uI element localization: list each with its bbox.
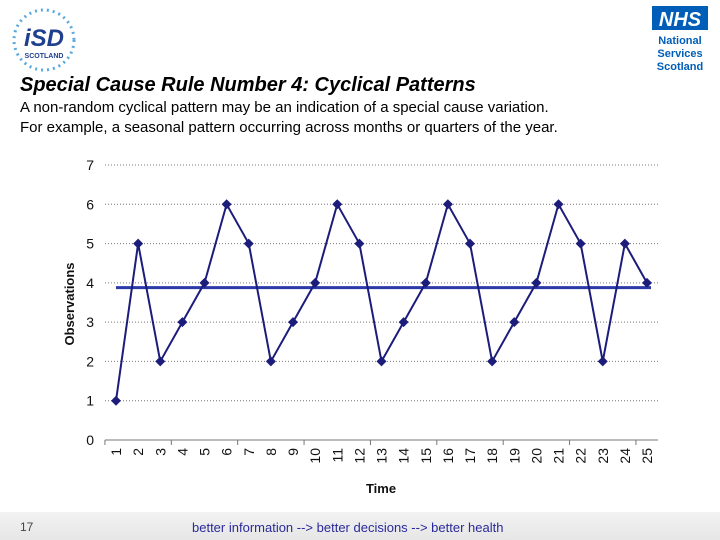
- y-tick-label: 0: [86, 432, 94, 448]
- nhs-logo: NHS National Services Scotland: [652, 6, 708, 73]
- x-tick-label: 22: [573, 448, 589, 464]
- slide-title: Special Cause Rule Number 4: Cyclical Pa…: [20, 74, 476, 96]
- data-point: [155, 356, 166, 367]
- x-tick-label: 11: [329, 448, 345, 463]
- y-tick-label: 2: [86, 353, 94, 369]
- x-tick-label: 19: [506, 448, 522, 464]
- y-tick-label: 7: [86, 157, 94, 173]
- x-tick-label: 8: [263, 448, 279, 456]
- isd-logo-sub: SCOTLAND: [25, 53, 64, 60]
- data-point: [531, 277, 542, 288]
- data-point: [465, 238, 475, 249]
- y-tick-label: 3: [86, 314, 94, 330]
- x-tick-label: 12: [351, 448, 367, 464]
- data-point: [265, 356, 276, 367]
- y-tick-label: 4: [86, 275, 94, 291]
- data-point: [354, 238, 365, 249]
- x-tick-label: 13: [374, 448, 390, 464]
- x-tick-label: 3: [152, 448, 168, 456]
- footer-tagline: better information --> better decisions …: [192, 520, 504, 535]
- data-point: [288, 317, 298, 328]
- nhs-logo-sub-1: National: [658, 35, 701, 47]
- x-tick-label: 6: [219, 448, 235, 456]
- data-point: [177, 317, 188, 328]
- data-point: [619, 238, 630, 249]
- nhs-logo-sub-2: Services: [657, 48, 702, 60]
- nhs-logo-sub-3: Scotland: [657, 61, 703, 73]
- x-tick-label: 4: [174, 448, 190, 456]
- data-point: [221, 199, 232, 210]
- x-tick-label: 18: [484, 448, 500, 464]
- data-point: [420, 277, 431, 288]
- x-tick-label: 10: [307, 448, 323, 464]
- data-point: [398, 317, 409, 328]
- series-layer: [111, 199, 652, 406]
- description-line-1: A non-random cyclical pattern may be an …: [20, 99, 549, 116]
- data-point: [376, 356, 387, 367]
- axis-layer: [104, 439, 658, 445]
- data-point: [199, 277, 210, 288]
- x-tick-label: 23: [595, 448, 611, 464]
- x-tick-label: 5: [197, 448, 213, 456]
- x-tick-label: 17: [462, 448, 478, 464]
- y-tick-label: 6: [86, 196, 94, 212]
- x-tick-label: 7: [241, 448, 257, 456]
- y-tick-label: 1: [86, 393, 94, 409]
- x-tick-label: 20: [528, 448, 544, 464]
- data-point: [553, 199, 564, 210]
- x-tick-label: 24: [617, 448, 633, 464]
- x-tick-label: 1: [108, 448, 124, 456]
- isd-scotland-logo: iSD SCOTLAND: [12, 8, 76, 72]
- x-tick-label: 14: [396, 448, 412, 464]
- series-line: [115, 201, 648, 401]
- data-point: [487, 356, 498, 367]
- slide-description: A non-random cyclical pattern may be an …: [20, 98, 558, 138]
- footer-bar: [0, 512, 720, 540]
- x-tick-label: 21: [551, 448, 567, 464]
- description-line-2: For example, a seasonal pattern occurrin…: [20, 119, 558, 136]
- x-tick-label: 25: [639, 448, 655, 464]
- x-tick-label: 9: [285, 448, 301, 456]
- x-tick-label: 15: [418, 448, 434, 464]
- y-axis-title: Observations: [62, 262, 77, 345]
- data-point: [442, 199, 453, 210]
- data-point: [133, 238, 144, 249]
- x-tick-label: 2: [130, 448, 146, 456]
- x-axis-title: Time: [366, 481, 396, 496]
- nhs-logo-text: NHS: [659, 9, 702, 31]
- data-point: [111, 395, 121, 406]
- data-point: [642, 277, 652, 288]
- isd-logo-text: iSD: [24, 25, 64, 52]
- data-point: [575, 238, 586, 249]
- y-tick-label: 5: [86, 236, 94, 252]
- data-point: [332, 199, 343, 210]
- data-point: [597, 356, 608, 367]
- x-tick-label: 16: [440, 448, 456, 464]
- data-point: [310, 277, 321, 288]
- data-point: [243, 238, 254, 249]
- data-point: [509, 317, 520, 328]
- page-number: 17: [20, 520, 34, 534]
